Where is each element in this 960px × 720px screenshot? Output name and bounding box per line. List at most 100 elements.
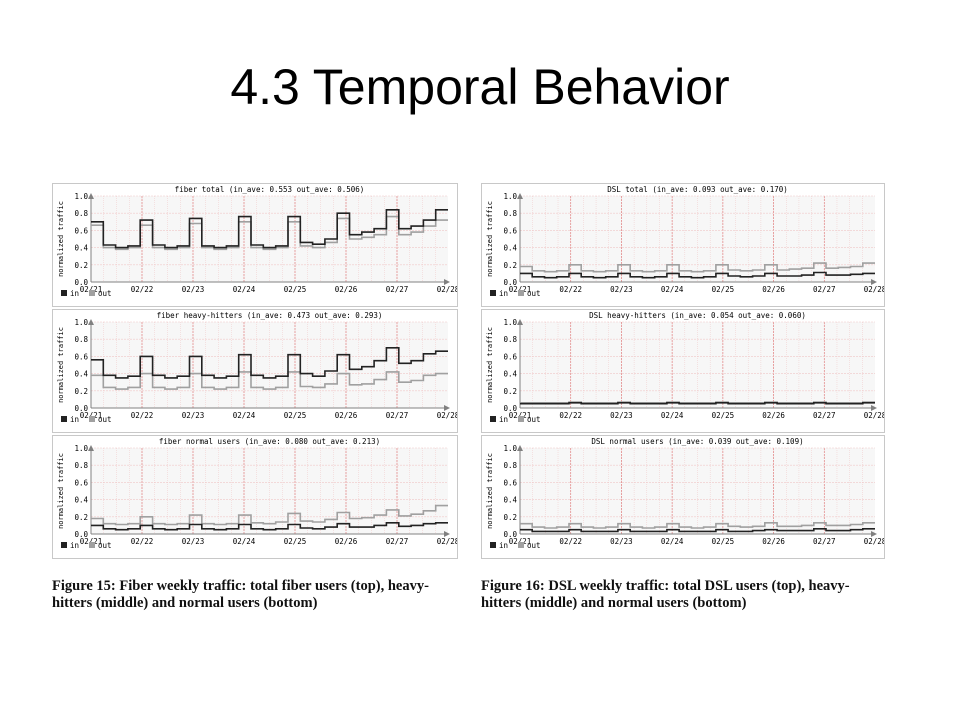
y-axis-label: normalized traffic [57,453,65,529]
x-tick-label: 02/24 [233,411,256,420]
legend-swatch-out [89,542,95,548]
y-tick-label: 0.4 [74,370,88,379]
y-tick-label: 1.0 [503,444,517,453]
chart-panel-dsl-normal: 0.0 0.2 0.4 0.6 0.8 1.0 02/21 02/22 02/23 02/24 02… [481,435,885,559]
x-tick-label: 02/22 [559,285,582,294]
y-tick-label: 0.0 [503,404,517,413]
legend-label-out: out [98,289,112,298]
x-tick-label: 02/27 [386,537,409,546]
chart-title: fiber heavy-hitters (in_ave: 0.473 out_a… [157,311,383,320]
y-tick-label: 0.4 [74,244,88,253]
x-tick-label: 02/21 [80,285,103,294]
x-tick-label: 02/23 [182,537,205,546]
y-tick-label: 0.0 [74,530,88,539]
x-tick-label: 02/23 [182,411,205,420]
chart-title: fiber total (in_ave: 0.553 out_ave: 0.50… [175,185,365,194]
y-tick-label: 0.0 [503,278,517,287]
x-tick-label: 02/23 [610,537,633,546]
y-axis-label: normalized traffic [486,453,494,529]
x-tick-label: 02/23 [182,285,205,294]
y-tick-label: 0.8 [503,461,517,470]
series-line-in [520,402,875,405]
x-tick-label: 02/22 [559,537,582,546]
x-tick-label: 02/24 [661,411,684,420]
y-axis-arrow-icon [88,193,94,199]
y-tick-label: 1.0 [74,318,88,327]
x-tick-label: 02/25 [712,411,735,420]
x-tick-label: 02/26 [335,285,358,294]
y-axis-label: normalized traffic [486,201,494,277]
legend-label-in: in [70,415,79,424]
y-tick-label: 0.0 [74,278,88,287]
x-tick-label: 02/28 [437,285,457,294]
y-tick-label: 0.6 [74,226,88,235]
x-tick-label: 02/24 [233,537,256,546]
legend-swatch-in [61,416,67,422]
series-line-in [91,347,448,379]
legend-swatch-out [89,416,95,422]
chart-fiber-total: 0.0 0.2 0.4 0.6 0.8 1.0 02/21 02/22 02/23 02/24 02… [53,184,457,306]
x-tick-label: 02/22 [131,285,154,294]
y-tick-label: 1.0 [503,318,517,327]
chart-fiber-heavy: 0.0 0.2 0.4 0.6 0.8 1.0 02/21 02/22 02/23 02/24 02… [53,310,457,432]
legend-swatch-in [490,542,496,548]
x-tick-label: 02/25 [712,537,735,546]
chart-title: DSL total (in_ave: 0.093 out_ave: 0.170) [607,185,788,194]
x-tick-label: 02/25 [284,285,307,294]
legend-swatch-out [518,542,524,548]
x-tick-label: 02/23 [610,411,633,420]
y-axis-label: normalized traffic [57,201,65,277]
x-tick-label: 02/22 [131,411,154,420]
chart-dsl-heavy: 0.0 0.2 0.4 0.6 0.8 1.0 02/21 02/22 02/23 02/24 02… [482,310,884,432]
series-line-in [520,528,875,533]
x-tick-label: 02/21 [80,411,103,420]
x-tick-label: 02/28 [864,411,884,420]
x-tick-label: 02/28 [864,285,884,294]
x-tick-label: 02/26 [335,537,358,546]
y-tick-label: 0.4 [503,370,517,379]
series-line-in [91,522,448,531]
y-tick-label: 0.6 [503,226,517,235]
chart-panel-dsl-total: 0.0 0.2 0.4 0.6 0.8 1.0 02/21 02/22 02/23 02/24 02… [481,183,885,307]
chart-title: DSL heavy-hitters (in_ave: 0.054 out_ave… [589,311,806,320]
legend-label-out: out [527,289,541,298]
x-tick-label: 02/27 [813,411,836,420]
slide-title: 4.3 Temporal Behavior [230,59,730,115]
y-axis-arrow-icon [517,193,523,199]
y-tick-label: 0.2 [74,513,88,522]
chart-panel-fiber-total: 0.0 0.2 0.4 0.6 0.8 1.0 02/21 02/22 02/23 02/24 02… [52,183,458,307]
x-tick-label: 02/23 [610,285,633,294]
y-tick-label: 0.2 [503,387,517,396]
legend-label-out: out [527,541,541,550]
y-tick-label: 0.2 [503,261,517,270]
x-tick-label: 02/26 [762,537,785,546]
figure-16-caption: Figure 16: DSL weekly traffic: total DSL… [481,578,850,611]
series-line-out [520,262,875,273]
figure-15-caption: Figure 15: Fiber weekly traffic: total f… [52,578,429,611]
y-tick-label: 0.4 [74,496,88,505]
x-tick-label: 02/26 [335,411,358,420]
legend-swatch-out [518,290,524,296]
y-tick-label: 0.2 [74,387,88,396]
y-tick-label: 0.4 [503,496,517,505]
y-tick-label: 1.0 [503,192,517,201]
x-tick-label: 02/27 [813,537,836,546]
series-line-out [91,371,448,390]
y-tick-label: 1.0 [74,444,88,453]
legend-label-out: out [527,415,541,424]
y-tick-label: 0.0 [74,404,88,413]
x-tick-label: 02/25 [284,537,307,546]
chart-panel-fiber-heavy: 0.0 0.2 0.4 0.6 0.8 1.0 02/21 02/22 02/23 02/24 02… [52,309,458,433]
series-line-out [91,504,448,526]
x-tick-label: 02/28 [864,537,884,546]
x-tick-label: 02/24 [661,537,684,546]
legend-label-in: in [499,541,508,550]
y-axis-label: normalized traffic [57,327,65,403]
x-tick-label: 02/21 [80,537,103,546]
legend-label-in: in [70,289,79,298]
x-tick-label: 02/27 [813,285,836,294]
y-tick-label: 0.6 [503,352,517,361]
legend-label-in: in [70,541,79,550]
x-axis-arrow-icon [871,531,877,537]
y-tick-label: 0.8 [74,209,88,218]
